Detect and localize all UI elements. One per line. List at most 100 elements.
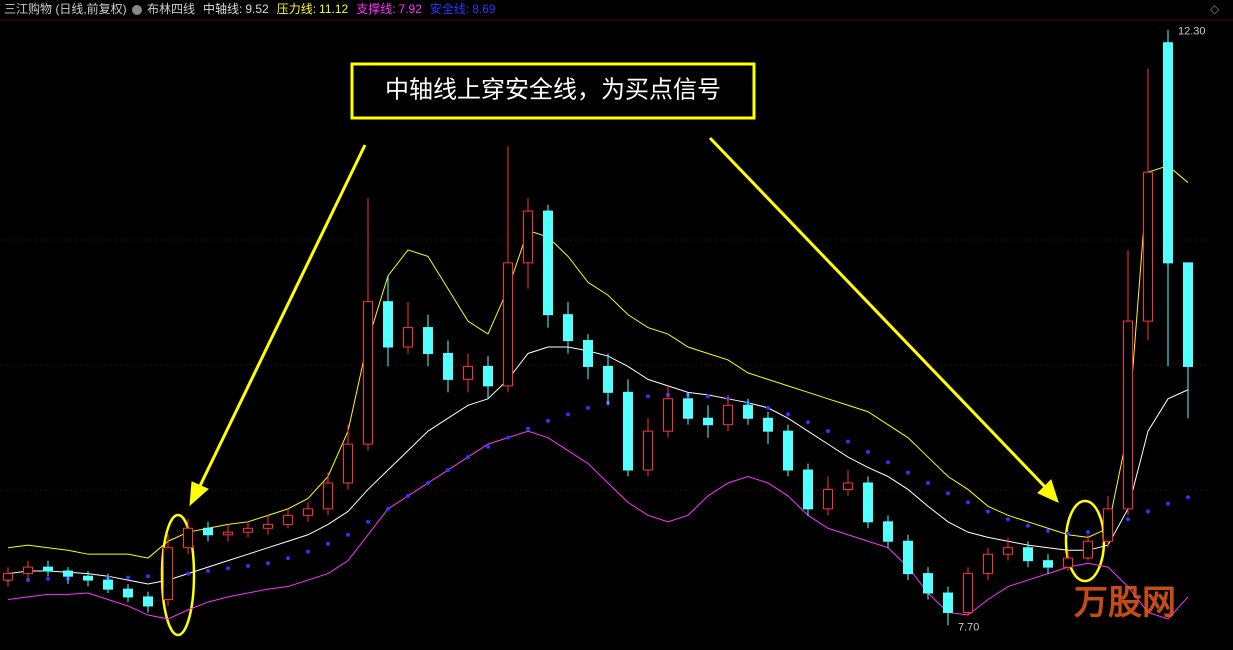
candle-body	[403, 327, 413, 348]
candle-body	[523, 210, 533, 264]
candle-body	[23, 566, 33, 575]
legend-label: 支撑线:	[356, 1, 395, 16]
annotation: 中轴线上穿安全线，为买点信号	[385, 76, 721, 103]
candle-body	[363, 301, 373, 445]
high-label: 12.30	[1178, 26, 1206, 38]
safety-dot	[586, 405, 590, 410]
candle-body	[443, 352, 453, 380]
safety-dot	[1086, 530, 1090, 535]
candle-body	[1103, 508, 1113, 542]
candle-body	[83, 575, 93, 581]
candle-body	[63, 570, 73, 577]
safety-dot	[1046, 528, 1050, 533]
candle-body	[283, 514, 293, 525]
candle-body	[223, 531, 233, 536]
chart-title: 三江购物 (日线,前复权)	[4, 1, 127, 16]
candle-body	[463, 365, 473, 380]
legend-value: 7.92	[399, 2, 423, 16]
legend-value: 11.12	[319, 2, 348, 16]
safety-dot	[1006, 517, 1010, 522]
safety-dot	[986, 509, 990, 514]
candle-body	[903, 540, 913, 575]
safety-dot	[306, 549, 310, 554]
safety-dot	[926, 480, 930, 485]
safety-dot	[786, 412, 790, 417]
candle-body	[1063, 557, 1073, 568]
candle-body	[543, 210, 553, 316]
safety-dot	[486, 444, 490, 449]
indicator-name: 布林四线	[147, 2, 195, 16]
candle-body	[103, 579, 113, 590]
safety-dot	[546, 418, 550, 423]
arrow-head	[1037, 479, 1059, 503]
candle-body	[323, 482, 333, 510]
candle-body	[123, 588, 133, 598]
safety-dot	[846, 439, 850, 444]
safety-dot	[326, 541, 330, 546]
candle-body	[1043, 560, 1053, 568]
candle-body	[583, 340, 593, 367]
safety-dot	[946, 491, 950, 496]
candle-body	[143, 596, 153, 607]
safety-dot	[646, 394, 650, 399]
legend-value: 8.69	[472, 2, 496, 16]
candle-body	[43, 566, 53, 572]
candle-body	[1163, 42, 1173, 264]
candle-body	[263, 523, 273, 529]
candle-body	[423, 327, 433, 354]
highlight-ellipse	[160, 513, 196, 637]
candle-body	[723, 404, 733, 426]
candle-body	[823, 488, 833, 510]
safety-dot	[466, 455, 470, 460]
dropdown-icon[interactable]	[132, 5, 142, 15]
plot: 12.30 7.70	[3, 26, 1206, 633]
safety-dot	[766, 405, 770, 410]
legend-value: 9.52	[245, 2, 269, 16]
safety-dot	[206, 569, 210, 574]
safety-dot	[406, 493, 410, 498]
safety-dot	[826, 429, 830, 434]
candle-body	[963, 573, 973, 613]
safety-dot	[806, 420, 810, 425]
candle-body	[1183, 262, 1193, 367]
safety-dot	[1146, 509, 1150, 514]
candle-body	[703, 417, 713, 426]
arrow-line	[196, 144, 367, 491]
candle-body	[663, 398, 673, 432]
nav-icon[interactable]: ◇	[1210, 2, 1220, 16]
candle-body	[343, 443, 353, 484]
watermark: 万股网	[1074, 584, 1176, 622]
safety-dot	[366, 519, 370, 524]
candle-body	[1023, 547, 1033, 562]
safety-dot	[386, 506, 390, 511]
safety-dot	[1166, 501, 1170, 506]
safety-dot	[46, 576, 50, 581]
band-line	[7, 346, 1189, 585]
safety-dot	[266, 561, 270, 566]
legend: 中轴线: 9.52 压力线: 11.12 支撑线: 7.92 安全线: 8.69	[203, 1, 496, 16]
candle-body	[1083, 540, 1093, 559]
candle-body	[183, 527, 193, 549]
candle-body	[303, 508, 313, 516]
band-line	[7, 430, 1189, 620]
safety-dot	[286, 556, 290, 561]
candle-body	[3, 573, 13, 581]
safety-dot	[226, 566, 230, 571]
candle-body	[1143, 171, 1153, 322]
candle-body	[383, 301, 393, 348]
candle-body	[603, 365, 613, 393]
candle-body	[783, 430, 793, 471]
safety-dot	[146, 574, 150, 579]
low-label: 7.70	[958, 621, 979, 633]
candle-body	[483, 365, 493, 387]
safety-dot	[866, 449, 870, 454]
safety-dot	[346, 532, 350, 537]
candle-body	[503, 262, 513, 387]
arrow-head	[189, 481, 209, 507]
arrow-line	[708, 136, 1050, 492]
safety-dot	[506, 435, 510, 440]
candle-body	[203, 527, 213, 536]
candle-body	[763, 417, 773, 432]
candle-body	[803, 469, 813, 510]
